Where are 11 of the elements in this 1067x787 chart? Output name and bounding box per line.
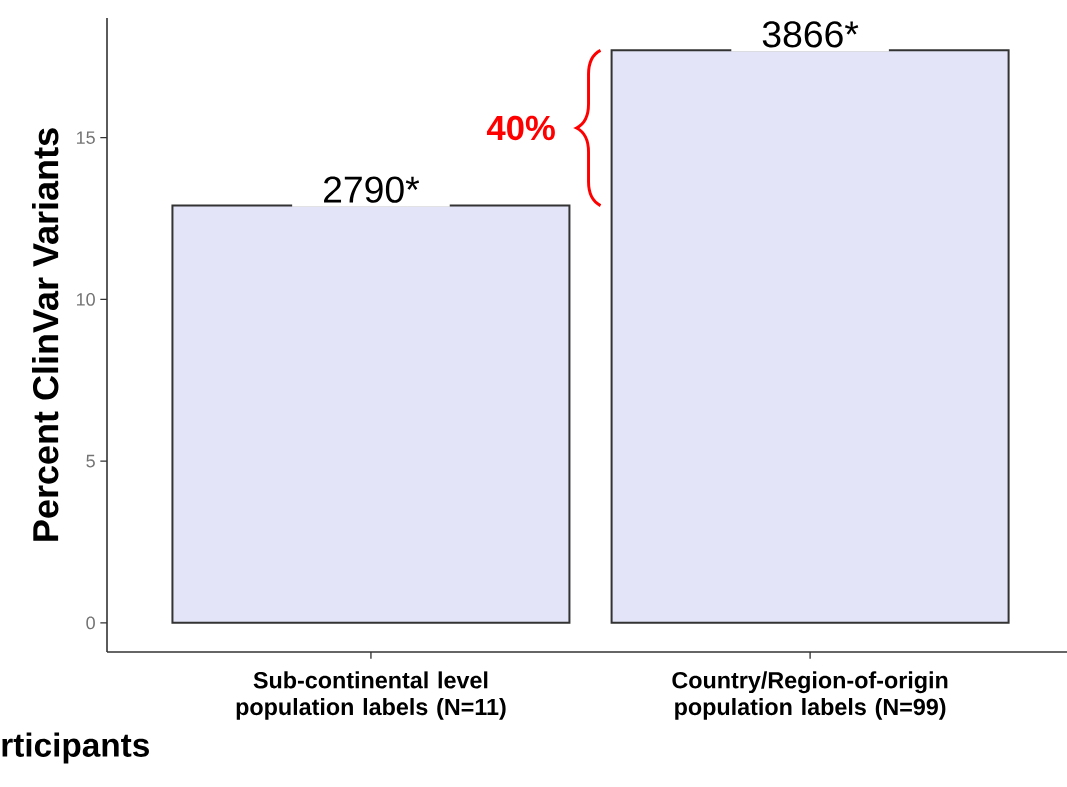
annotation: 40% [486, 115, 555, 141]
annotation: 2790* [324, 176, 420, 203]
text: rticipants [2, 732, 149, 764]
y-tick-label: 15 [76, 131, 95, 144]
x-tick-label: Country/Region-of-origin population labels (N=99) [672, 671, 948, 720]
y-tick-label: 0 [86, 616, 95, 630]
y-axis-title: Percent ClinVar Variants [32, 128, 59, 541]
y-tick-label: 5 [86, 454, 95, 468]
x-tick-label: Sub-continental level population labels (N=11) [236, 671, 506, 720]
annotation: 3866* [762, 21, 859, 48]
y-tick-label: 10 [76, 293, 95, 306]
